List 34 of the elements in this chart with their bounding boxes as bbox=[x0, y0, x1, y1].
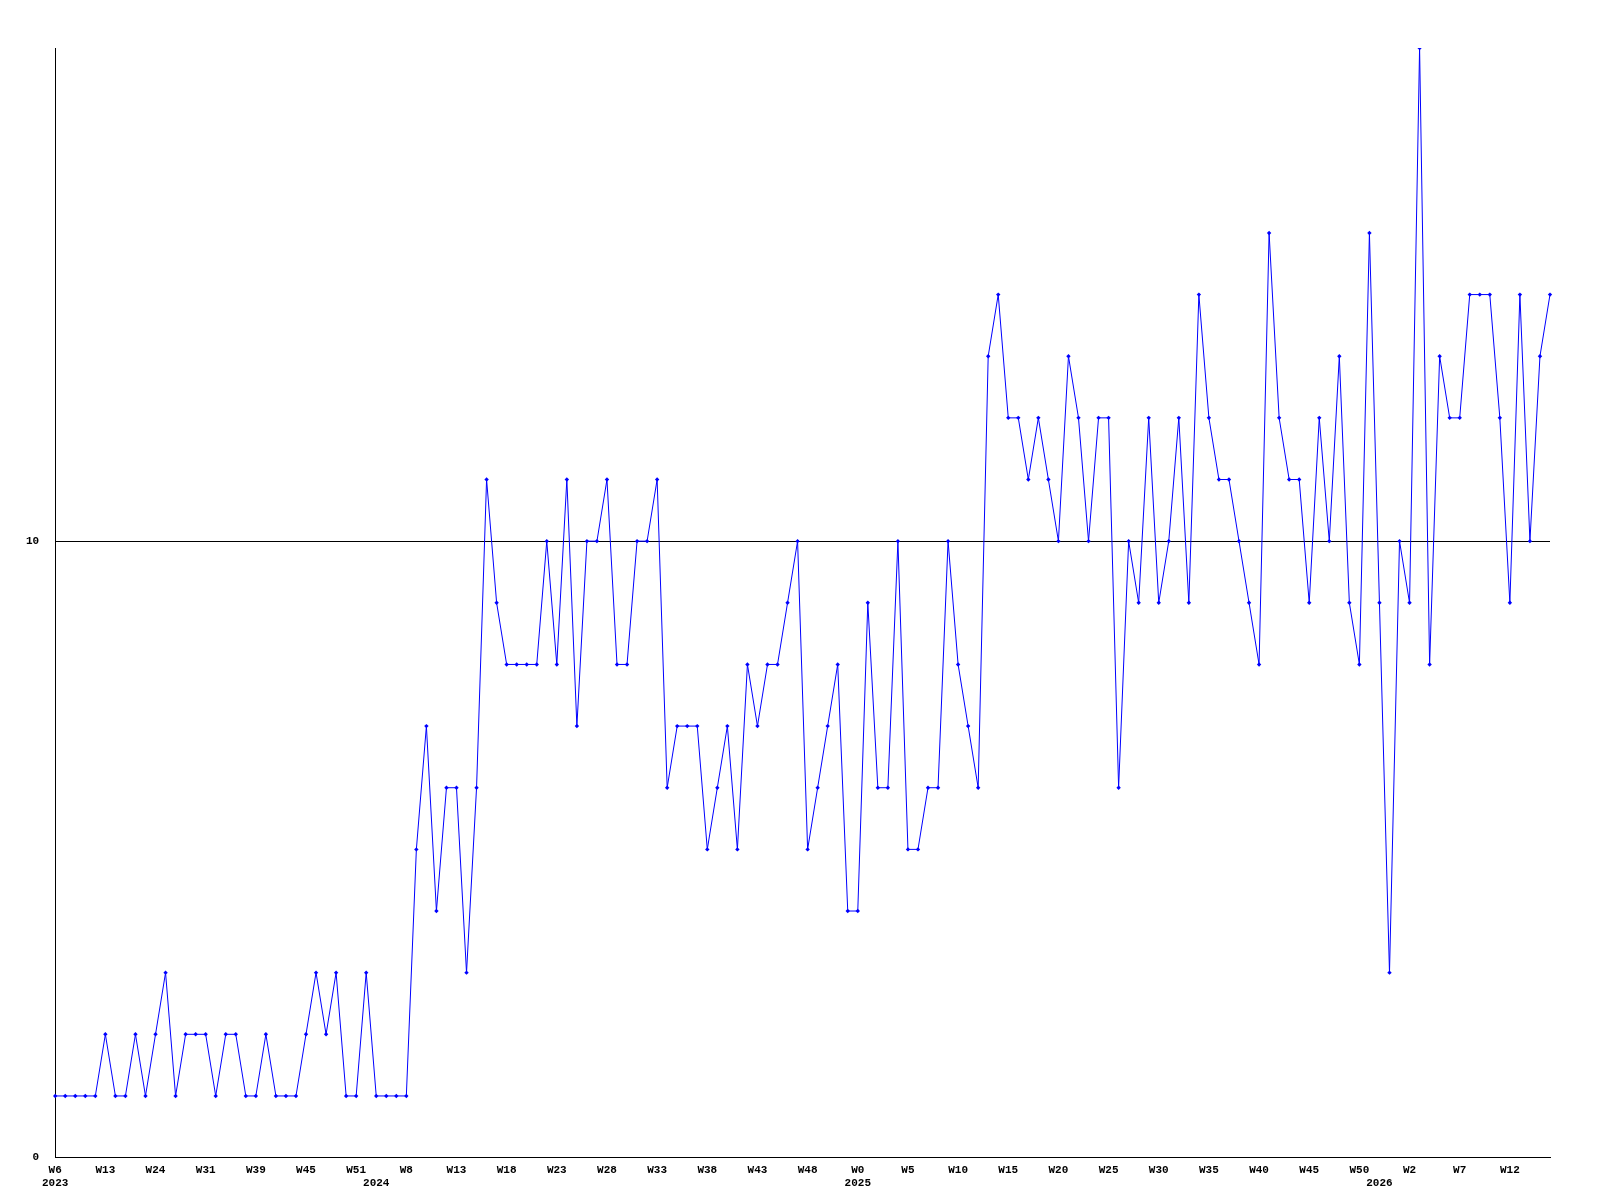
x-tick-label: W48 bbox=[797, 1163, 818, 1176]
x-tick-label: W40 bbox=[1249, 1163, 1269, 1176]
x-tick-label: W33 bbox=[647, 1163, 668, 1176]
x-tick-label: W25 bbox=[1098, 1163, 1119, 1176]
x-tick-label: W39 bbox=[245, 1163, 266, 1176]
x-tick-label: W7 bbox=[1453, 1163, 1467, 1176]
x-tick-label: W8 bbox=[399, 1163, 414, 1176]
x-tick-label: W12 bbox=[1499, 1163, 1520, 1176]
x-tick-label: W24 bbox=[145, 1163, 166, 1176]
x-tick-label: W13 bbox=[95, 1163, 116, 1176]
x-tick-label: W13 bbox=[446, 1163, 467, 1176]
x-tick-label: W35 bbox=[1199, 1163, 1220, 1176]
x-tick-label: W0 2025 bbox=[844, 1163, 872, 1190]
x-tick-label: W31 bbox=[195, 1163, 216, 1176]
x-tick-label: W20 bbox=[1048, 1163, 1069, 1176]
x-tick-label: W6 2023 bbox=[42, 1163, 69, 1190]
x-tick-label: W30 bbox=[1148, 1163, 1169, 1176]
x-tick-label: W51 bbox=[346, 1163, 367, 1176]
x-tick-label: W28 bbox=[597, 1163, 618, 1176]
x-tick-label: W18 bbox=[496, 1163, 517, 1176]
x-tick-label: W10 bbox=[948, 1163, 969, 1176]
x-tick-label: W45 bbox=[296, 1163, 317, 1176]
x-tick-label: W38 bbox=[697, 1163, 718, 1176]
x-tick-label: W23 bbox=[546, 1163, 568, 1176]
y-tick-label: 0 bbox=[32, 1151, 40, 1164]
x-tick-label: 2024 bbox=[363, 1177, 390, 1190]
x-tick-label: 2026 bbox=[1366, 1177, 1393, 1190]
x-tick-label: W45 bbox=[1299, 1163, 1320, 1176]
x-tick-label: W2 bbox=[1402, 1163, 1417, 1176]
x-tick-label: W43 bbox=[747, 1163, 768, 1176]
x-tick-label: W50 bbox=[1349, 1163, 1370, 1176]
x-tick-label: W5 bbox=[901, 1163, 915, 1176]
x-tick-label: W15 bbox=[998, 1163, 1019, 1176]
y-tick-label: 10 bbox=[26, 534, 40, 547]
